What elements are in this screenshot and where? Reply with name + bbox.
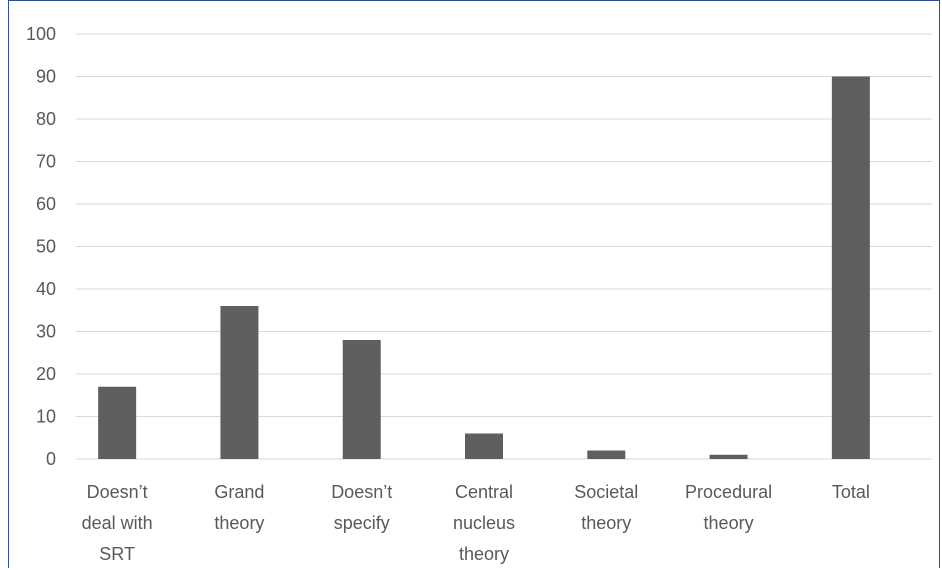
bar [831,76,870,459]
bar [342,340,381,459]
x-category-label-line: theory [459,544,509,564]
bars [98,76,870,459]
bar [98,386,137,459]
x-category-label-line: Total [832,482,870,502]
x-category-label-line: Doesn’t [331,482,392,502]
y-tick-label: 20 [36,364,56,384]
y-tick-label: 70 [36,152,56,172]
y-tick-label: 60 [36,194,56,214]
y-tick-label: 30 [36,322,56,342]
x-category-label-line: SRT [99,544,135,564]
x-category-label: Doesn’t specify [331,482,392,533]
bar [587,450,626,459]
y-tick-label: 10 [36,407,56,427]
x-category-label-line: Doesn’t [87,482,148,502]
x-axis-labels: Doesn’t deal with SRT Grand theory Doesn’t spe… [82,482,870,564]
y-tick-label: 80 [36,109,56,129]
x-category-label-line: Societal [574,482,638,502]
x-category-label-line: deal with [82,513,153,533]
x-category-label-line: Procedural [685,482,772,502]
y-tick-label: 40 [36,279,56,299]
x-category-label-line: theory [581,513,631,533]
y-tick-label: 0 [46,449,56,469]
bar [465,433,503,459]
x-category-label-line: theory [214,513,264,533]
gridlines [76,33,932,460]
x-category-label-line: nucleus [453,513,515,533]
x-category-label: Societal theory [574,482,638,533]
y-tick-label: 90 [36,67,56,87]
x-category-label: Procedural theory [685,482,772,533]
x-category-label-line: specify [334,513,390,533]
chart-frame [8,0,940,568]
bar [709,454,748,459]
x-category-label: Grand theory [214,482,264,533]
y-tick-label: 100 [26,24,56,44]
x-category-label-line: theory [704,513,754,533]
x-category-label-line: Grand [214,482,264,502]
y-tick-label: 50 [36,237,56,257]
bar [220,306,259,459]
x-category-label: Doesn’t deal with SRT [82,482,153,564]
x-category-label: Total [832,482,870,502]
x-category-label-line: Central [455,482,513,502]
x-category-label: Central nucleus theory [453,482,515,564]
y-axis-ticks: 0 10 20 30 40 50 60 70 80 90 100 [26,24,56,469]
